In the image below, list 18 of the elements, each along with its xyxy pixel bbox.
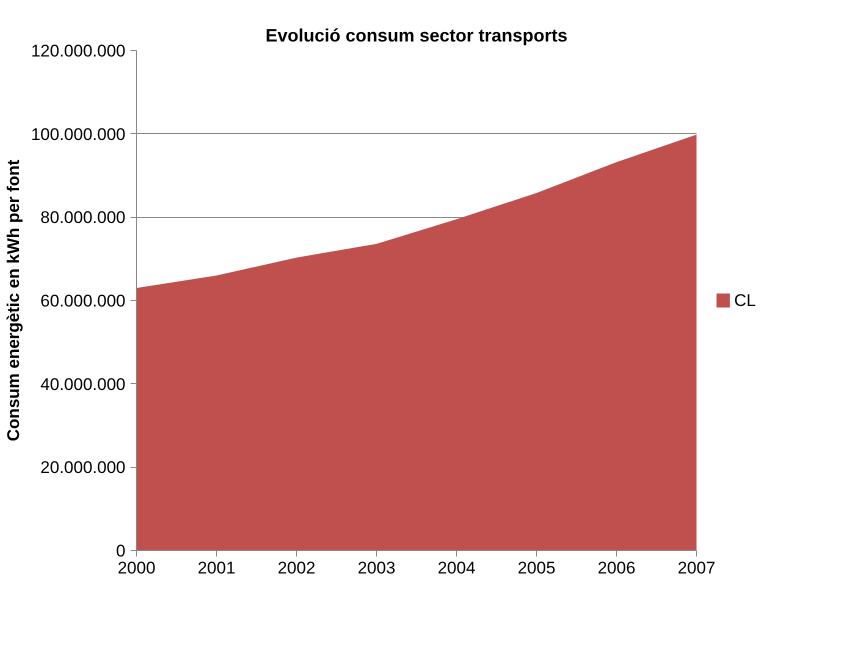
x-tick-label: 2004 bbox=[438, 558, 476, 578]
y-tick-label: 120.000.000 bbox=[30, 42, 126, 60]
y-axis-title: Consum energètic en kWh per font bbox=[4, 159, 23, 442]
x-tick-label: 2002 bbox=[278, 558, 316, 578]
y-tick-label: 60.000.000 bbox=[40, 292, 126, 310]
chart-title: Evolució consum sector transports bbox=[265, 26, 568, 46]
y-tick-label: 100.000.000 bbox=[30, 124, 126, 144]
y-tick-label: 40.000.000 bbox=[40, 374, 126, 394]
x-tick-label: 2001 bbox=[198, 558, 236, 578]
y-tick-label: 80.000.000 bbox=[40, 208, 126, 228]
x-tick-label: 2006 bbox=[598, 558, 636, 578]
x-tick-label: 2000 bbox=[118, 558, 156, 578]
y-tick-label: 20.000.000 bbox=[40, 458, 126, 478]
y-tick-label: 0 bbox=[116, 542, 126, 560]
x-tick-label: 2007 bbox=[678, 558, 716, 578]
x-tick-label: 2003 bbox=[358, 558, 396, 578]
x-tick-label: 2005 bbox=[518, 558, 556, 578]
legend-label: CL bbox=[734, 291, 756, 310]
